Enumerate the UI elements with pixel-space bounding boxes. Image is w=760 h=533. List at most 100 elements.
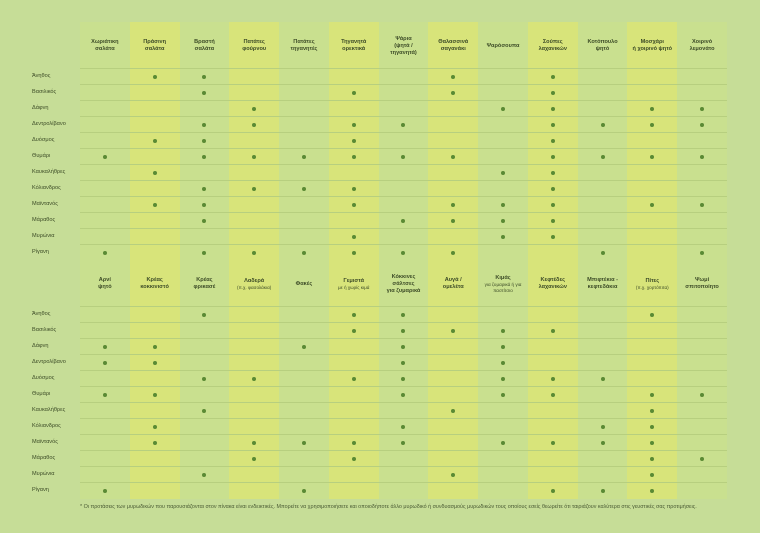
table-cell — [578, 467, 628, 482]
match-dot — [501, 360, 505, 365]
table-cell — [80, 149, 130, 164]
match-dot — [401, 424, 406, 429]
table-cell — [279, 197, 329, 212]
table-cell — [379, 387, 429, 402]
table-cell — [428, 213, 478, 228]
table-cell — [279, 467, 329, 482]
table-cell — [379, 69, 429, 84]
match-dot — [700, 456, 705, 461]
herb-label: Θυμάρι — [32, 391, 51, 397]
match-dot — [650, 154, 655, 159]
table-cell — [428, 419, 478, 434]
table-cell — [229, 117, 279, 132]
table-cell — [329, 213, 379, 228]
column-header-line: Κρέας — [146, 277, 163, 283]
table-cell — [528, 323, 578, 338]
table-cell — [229, 467, 279, 482]
match-dot — [650, 122, 655, 127]
match-dot — [401, 392, 406, 397]
table-cell — [528, 307, 578, 322]
table-cell — [478, 387, 528, 402]
table-cell — [229, 323, 279, 338]
table-cell — [578, 85, 628, 100]
table-cell — [279, 403, 329, 418]
column-header: Κεφτέδες λαχανικών — [528, 264, 578, 304]
table-cell — [478, 85, 528, 100]
table-cell — [279, 165, 329, 180]
table-cell — [80, 339, 130, 354]
table-row — [80, 434, 727, 450]
match-dot — [351, 376, 356, 381]
table-cell — [428, 245, 478, 260]
table-cell — [130, 117, 180, 132]
column-header-line: Κόκκινες — [391, 273, 416, 280]
match-dot — [550, 170, 555, 175]
herb-label: Βασιλικός — [32, 327, 57, 333]
herb-label: Άνηθος — [32, 311, 51, 317]
column-header-line: σαλάτα — [95, 46, 115, 52]
table-cell — [329, 435, 379, 450]
table-cell — [80, 435, 130, 450]
match-dot — [501, 202, 505, 207]
table-cell — [80, 467, 130, 482]
table-cell — [279, 323, 329, 338]
match-dot — [202, 250, 207, 255]
table-row — [80, 466, 727, 482]
table-cell — [379, 85, 429, 100]
table-cell — [627, 101, 677, 116]
table-cell — [478, 181, 528, 196]
table-cell — [528, 181, 578, 196]
match-dot — [202, 154, 207, 159]
table-cell — [627, 467, 677, 482]
column-header-note: (π.χ. χορτόπιτα) — [635, 284, 669, 290]
table-cell — [80, 197, 130, 212]
table-row — [80, 180, 727, 196]
match-dot — [152, 202, 157, 207]
table-cell — [130, 85, 180, 100]
column-header-line: ψητό — [595, 46, 610, 52]
table-cell — [279, 133, 329, 148]
match-dot — [351, 250, 356, 255]
column-header: Πατάτες τηγανητές — [279, 26, 329, 66]
match-dot — [501, 344, 505, 349]
table-cell — [478, 355, 528, 370]
table-cell — [229, 435, 279, 450]
table-cell — [528, 213, 578, 228]
highlight-column — [129, 22, 180, 499]
table-cell — [329, 419, 379, 434]
match-dot — [550, 376, 555, 381]
table-cell — [80, 371, 130, 386]
table-cell — [279, 483, 329, 498]
match-dot — [650, 202, 655, 207]
column-header-line: Χωριάτικη — [91, 39, 119, 45]
table-cell — [627, 149, 677, 164]
table-cell — [130, 387, 180, 402]
table-cell — [329, 101, 379, 116]
column-header: Κιμάς για ζυμαρικά ή για παστίτσιο — [478, 264, 528, 304]
table-cell — [329, 85, 379, 100]
herb-label: Καυκαλήθρες — [32, 169, 66, 175]
match-dot — [102, 360, 107, 365]
table-cell — [329, 69, 379, 84]
match-dot — [202, 218, 207, 223]
table-row — [80, 402, 727, 418]
table-cell — [279, 149, 329, 164]
table-cell — [677, 403, 727, 418]
table-cell — [627, 323, 677, 338]
column-header: Αυγά / ομελέτα — [428, 264, 478, 304]
match-dot — [650, 392, 655, 397]
table-cell — [627, 229, 677, 244]
match-dot — [600, 488, 605, 493]
match-dot — [501, 440, 505, 445]
table-cell — [478, 133, 528, 148]
column-header-line: Ψωμί — [695, 277, 710, 283]
column-header-line: σαγανάκι — [440, 46, 466, 52]
match-dot — [152, 138, 157, 143]
table-cell — [677, 419, 727, 434]
table-cell — [428, 435, 478, 450]
table-row — [80, 482, 727, 498]
table-row — [80, 228, 727, 244]
table-cell — [528, 197, 578, 212]
table-cell — [428, 229, 478, 244]
column-header-line: κεφτεδάκια — [587, 284, 618, 290]
